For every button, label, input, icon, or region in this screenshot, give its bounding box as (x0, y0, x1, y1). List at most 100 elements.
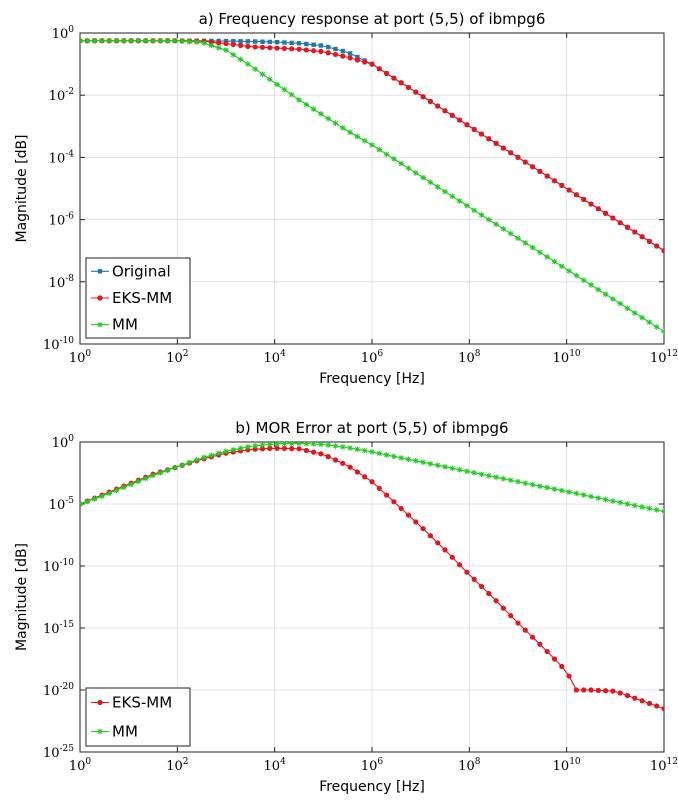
series-mm-marker (646, 505, 653, 512)
series-mm-marker (172, 464, 178, 471)
series-eks-mm-marker (654, 243, 660, 249)
series-mm-marker (617, 499, 623, 506)
series-eks-mm-marker (296, 46, 302, 52)
y-tick-label: 10-15 (43, 620, 74, 637)
series-mm-marker (420, 459, 426, 466)
series-group (80, 442, 664, 712)
series-mm-marker (164, 37, 171, 44)
series-eks-mm-marker (216, 40, 222, 46)
x-tick-label: 108 (458, 757, 481, 774)
series-mm-marker (201, 40, 207, 46)
series-mm-marker (194, 457, 200, 463)
chart-title: a) Frequency response at port (5,5) of i… (199, 10, 546, 28)
legend-label: MM (112, 316, 138, 334)
x-tick-label: 106 (361, 757, 384, 774)
series-mm-marker (559, 263, 565, 270)
series-mm-marker (172, 37, 178, 44)
series-eks-mm-marker (281, 45, 287, 52)
series-mm-marker (325, 442, 331, 448)
series-mm-marker (296, 97, 302, 103)
series-eks-mm-marker (639, 698, 645, 704)
x-tick-label: 102 (166, 757, 188, 774)
series-eks-mm-marker (537, 641, 543, 647)
series-mm-marker (610, 296, 616, 302)
series-eks-mm-marker (464, 569, 470, 575)
series-original-marker (340, 48, 345, 54)
series-eks-mm-marker (449, 554, 455, 560)
series-mm-marker (99, 37, 105, 44)
series-mm-marker (135, 478, 142, 485)
series-mm-marker (230, 51, 237, 58)
series-mm-marker (215, 450, 222, 457)
series-mm-marker (449, 193, 456, 200)
series-mm-marker (121, 484, 127, 491)
series-mm-marker (624, 305, 631, 312)
series-mm-marker (566, 268, 572, 274)
series-mm-marker (128, 481, 134, 488)
series-eks-mm-marker (238, 42, 244, 49)
series-mm-marker (121, 37, 127, 44)
series-mm-marker (186, 38, 193, 45)
x-tick-label: 100 (69, 349, 92, 366)
series-mm-marker (405, 165, 412, 172)
series-eks-mm-marker (449, 112, 455, 119)
series-mm-marker (91, 37, 98, 44)
series-eks-mm-marker (252, 446, 258, 452)
series-mm-marker (551, 486, 558, 492)
series-mm-marker (106, 490, 112, 497)
series-mm-marker (420, 174, 426, 181)
series-eks-mm-marker (617, 690, 623, 696)
y-tick-label: 10-10 (43, 558, 74, 575)
series-mm-marker (347, 129, 353, 136)
series-original-marker (296, 41, 302, 46)
series-eks-mm-marker (362, 474, 368, 480)
series-mm-marker (128, 37, 134, 44)
series-eks-mm-marker (486, 136, 492, 142)
legend-label: EKS-MM (112, 694, 172, 712)
series-eks-mm-marker (522, 159, 528, 165)
series-mm-marker (632, 310, 638, 316)
series-eks-mm-marker (296, 446, 302, 452)
y-axis-label: Magnitude [dB] (14, 543, 30, 651)
series-mm-marker (376, 450, 383, 457)
y-tick-label: 10-5 (49, 496, 75, 513)
series-mm-marker (274, 81, 280, 88)
series-eks-mm-marker (646, 700, 653, 706)
series-eks-mm-marker (661, 706, 664, 712)
series-mm-marker (595, 495, 602, 501)
series-mm-marker (507, 230, 514, 237)
series-eks-mm-marker (646, 238, 653, 244)
series-eks-mm-marker (515, 620, 521, 626)
series-eks-mm-marker (624, 224, 631, 230)
series-eks-mm-marker (537, 168, 543, 174)
series-mm-marker (274, 442, 280, 447)
series-eks-mm-marker (384, 492, 390, 498)
series-original-marker (333, 46, 338, 52)
legend-marker (97, 295, 103, 301)
series-eks-mm-marker (325, 50, 331, 56)
series-eks-mm-marker (274, 445, 280, 451)
series-eks-mm-marker (289, 446, 295, 452)
legend-label: Original (112, 262, 171, 280)
series-eks-mm-marker (493, 598, 499, 604)
series-mm-marker (354, 133, 361, 140)
series-mm-marker (602, 291, 609, 298)
series-eks-mm-marker (617, 220, 623, 226)
series-eks-mm-marker (369, 61, 375, 67)
series-mm-marker (595, 286, 602, 293)
series-mm-marker (449, 465, 456, 472)
series-mm-marker (464, 202, 470, 209)
series-eks-mm-marker (639, 234, 645, 240)
series-eks-mm-marker (435, 540, 441, 546)
series-mm-marker (391, 156, 397, 162)
series-mm-marker (215, 44, 222, 51)
y-tick-label: 100 (52, 25, 75, 42)
series-mm-marker (398, 160, 404, 167)
series-eks-mm-marker (603, 688, 609, 694)
series-mm-marker (80, 501, 83, 507)
series-mm-marker (208, 452, 215, 459)
series-eks-mm-marker (332, 51, 339, 58)
y-tick-label: 10-10 (43, 336, 74, 353)
series-mm-marker (405, 456, 412, 463)
series-mm-marker (252, 443, 258, 449)
